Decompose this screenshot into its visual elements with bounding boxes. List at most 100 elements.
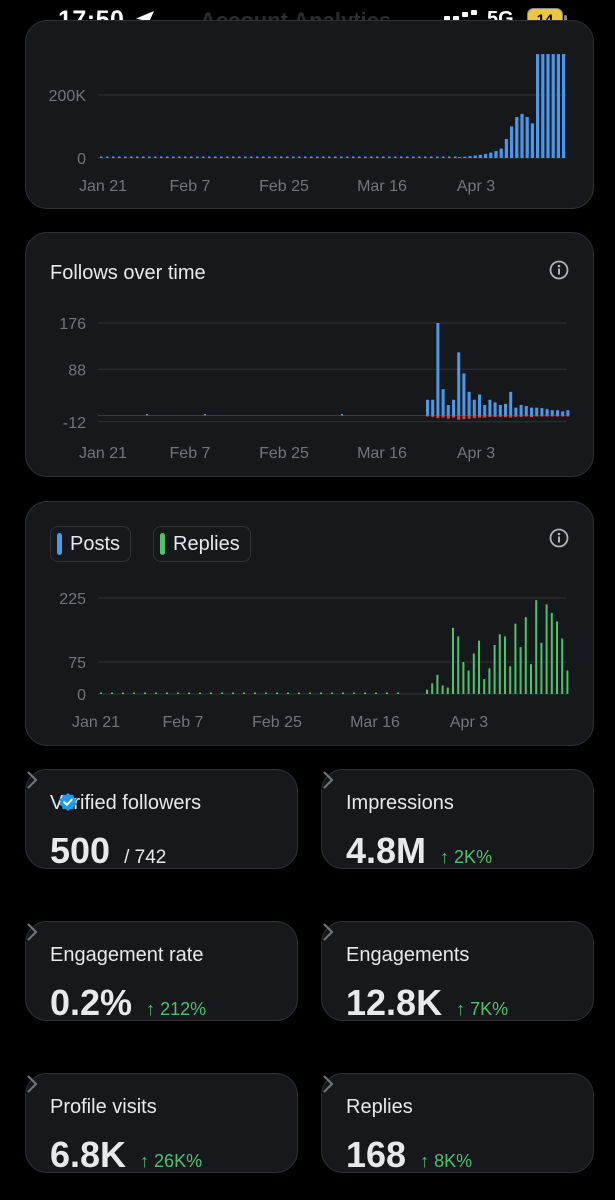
loss-bar xyxy=(467,415,471,419)
bar xyxy=(133,692,135,694)
bar xyxy=(550,410,554,416)
bar xyxy=(309,692,311,694)
stat-value-row: 0.2% ↑ 212% xyxy=(50,982,206,1024)
bar xyxy=(144,692,146,694)
bar xyxy=(556,621,558,694)
bar xyxy=(472,399,476,416)
bar xyxy=(540,642,543,694)
stat-change: ↑ 2K% xyxy=(440,847,493,867)
bar xyxy=(376,156,379,158)
bar xyxy=(178,156,181,158)
info-icon[interactable] xyxy=(548,259,570,281)
bar xyxy=(472,653,475,694)
bar xyxy=(515,117,519,158)
x-tick-label: Feb 25 xyxy=(259,445,309,462)
bar xyxy=(426,399,429,416)
bar xyxy=(322,156,325,158)
stat-card-impressions[interactable]: Impressions 4.8M ↑ 2K% xyxy=(321,769,594,871)
bar xyxy=(204,414,206,416)
bar xyxy=(334,156,337,158)
bar xyxy=(520,113,524,158)
bar xyxy=(412,156,415,158)
bar xyxy=(478,640,480,694)
info-icon[interactable] xyxy=(548,527,570,549)
bar xyxy=(100,692,102,694)
bar xyxy=(499,148,503,158)
loss-bar xyxy=(545,415,549,417)
bar xyxy=(320,692,322,694)
bar xyxy=(331,692,333,694)
x-tick-label: Apr 3 xyxy=(450,714,488,731)
y-tick-label: 200K xyxy=(49,88,87,105)
legend-posts[interactable]: Posts xyxy=(50,526,132,562)
loss-bar xyxy=(462,415,466,420)
bar xyxy=(545,604,548,694)
bar xyxy=(454,156,457,158)
stat-card-engagements[interactable]: Engagements 12.8K ↑ 7K% xyxy=(321,921,594,1023)
bar xyxy=(463,156,467,158)
verified-badge-icon xyxy=(59,793,77,811)
bar xyxy=(535,407,539,416)
stat-card-replies[interactable]: Replies 168 ↑ 8K% xyxy=(321,1073,594,1175)
bar xyxy=(510,126,514,158)
bar xyxy=(166,692,168,694)
bar xyxy=(340,156,343,158)
bar xyxy=(541,54,545,158)
bar xyxy=(535,600,538,694)
stat-card-verified-followers[interactable]: Verified followers 500 / 742 xyxy=(25,769,298,871)
y-tick-label: 0 xyxy=(77,151,86,168)
stat-value: 500 xyxy=(50,830,111,871)
x-tick-label: Feb 7 xyxy=(163,714,204,731)
stat-card-engagement-rate[interactable]: Engagement rate 0.2% ↑ 212% xyxy=(25,921,298,1024)
y-tick-label: -12 xyxy=(63,415,86,432)
bar xyxy=(406,156,409,158)
bar xyxy=(530,407,533,416)
bar xyxy=(462,662,465,694)
bar xyxy=(382,156,385,158)
loss-bar xyxy=(561,415,565,417)
bar xyxy=(457,352,461,416)
x-tick-label: Feb 25 xyxy=(259,178,309,195)
bar xyxy=(498,404,502,416)
bar xyxy=(304,156,307,158)
stat-change: ↑ 212% xyxy=(146,999,207,1019)
bar xyxy=(467,391,471,416)
loss-bar xyxy=(436,415,440,419)
bar xyxy=(441,389,445,416)
bar xyxy=(504,403,507,416)
bar xyxy=(519,404,523,416)
bar xyxy=(394,156,397,158)
legend-replies[interactable]: Replies xyxy=(153,526,251,562)
impressions-chart: 200K 0 Jan 21 Feb 7 Feb 25 Mar 16 Apr 3 xyxy=(49,54,567,195)
bar xyxy=(430,156,433,158)
bar xyxy=(310,156,313,158)
bar xyxy=(530,123,534,158)
stat-value-row: 6.8K ↑ 26K% xyxy=(50,1134,202,1176)
bar xyxy=(172,156,175,158)
bar xyxy=(142,156,145,158)
bar xyxy=(519,647,522,694)
bar xyxy=(280,156,283,158)
stat-label: Profile visits xyxy=(50,1096,157,1118)
bar xyxy=(561,638,564,694)
x-tick-label: Feb 7 xyxy=(170,178,211,195)
bar xyxy=(199,692,201,694)
loss-bar xyxy=(519,415,523,418)
x-tick-label: Feb 25 xyxy=(252,714,302,731)
bar xyxy=(276,692,278,694)
y-tick-label: 0 xyxy=(77,687,86,704)
bar xyxy=(358,156,361,158)
bar xyxy=(202,156,205,158)
stat-value: 4.8M xyxy=(346,830,427,871)
bar xyxy=(375,692,377,694)
bar xyxy=(446,687,449,694)
stat-card-profile-visits[interactable]: Profile visits 6.8K ↑ 26K% xyxy=(25,1073,298,1176)
bar xyxy=(442,156,445,158)
bar xyxy=(292,156,295,158)
bar xyxy=(262,156,265,158)
loss-bar xyxy=(457,415,461,420)
chevron-right-icon xyxy=(323,771,334,789)
bar xyxy=(400,156,403,158)
bar xyxy=(468,156,472,158)
bar xyxy=(448,156,451,158)
